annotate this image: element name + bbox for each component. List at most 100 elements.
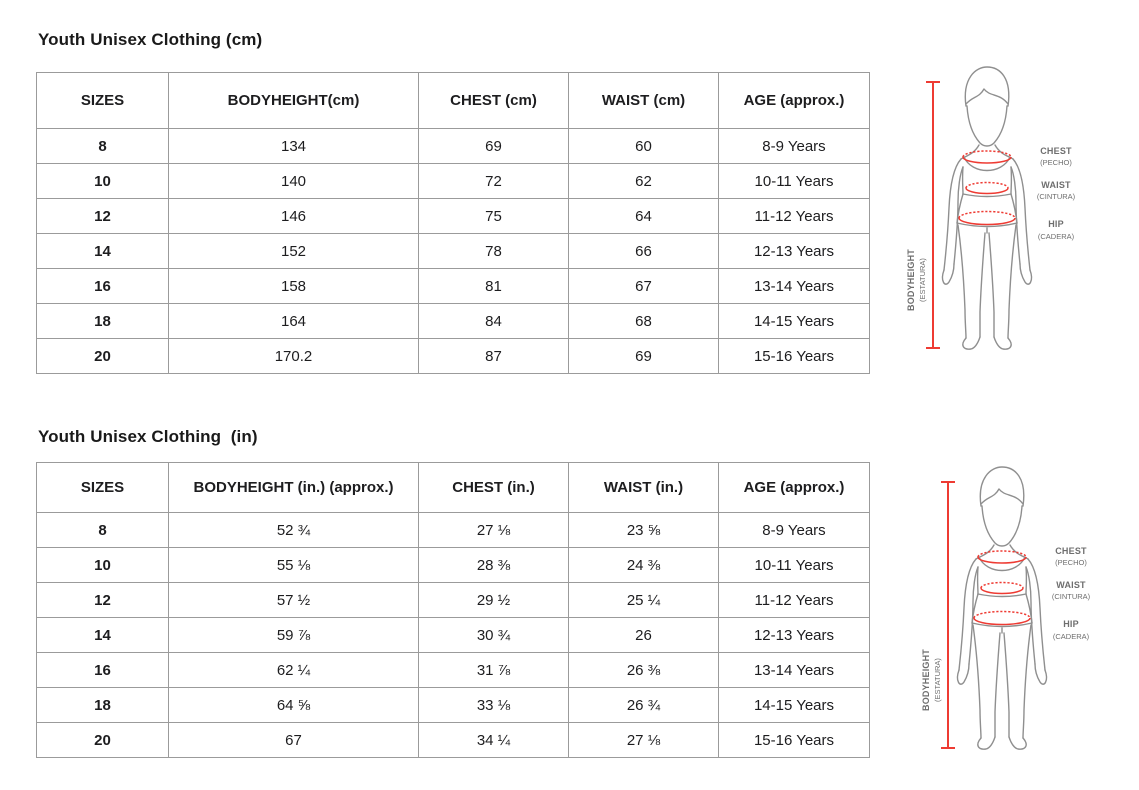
- person-outline: [956, 466, 1048, 750]
- size-table-cm: SIZES BODYHEIGHT(cm) CHEST (cm) WAIST (cm) A…: [36, 72, 870, 374]
- column-header: BODYHEIGHT(cm): [168, 72, 419, 129]
- hip-label: HIP: [1048, 219, 1064, 229]
- value-cell: 68: [568, 303, 719, 339]
- value-cell: 62 ¼: [168, 652, 419, 688]
- value-cell: 24 ⅜: [568, 547, 719, 583]
- value-cell: 8-9 Years: [718, 512, 870, 548]
- section-title-in: Youth Unisex Clothing (in): [38, 427, 258, 446]
- column-header: CHEST (cm): [418, 72, 569, 129]
- value-cell: 59 ⅞: [168, 617, 419, 653]
- waist-label: WAIST: [1041, 180, 1071, 190]
- table-row: 14 152 78 66 12-13 Years: [36, 233, 870, 269]
- value-cell: 34 ¼: [418, 722, 569, 758]
- table-row: 16 158 81 67 13-14 Years: [36, 268, 870, 304]
- value-cell: 57 ½: [168, 582, 419, 618]
- value-cell: 25 ¼: [568, 582, 719, 618]
- bodyheight-measure-line: [941, 481, 955, 749]
- value-cell: 60: [568, 128, 719, 164]
- value-cell: 30 ¾: [418, 617, 569, 653]
- table-row: 18 164 84 68 14-15 Years: [36, 303, 870, 339]
- value-cell: 11-12 Years: [718, 198, 870, 234]
- person-outline: [941, 66, 1033, 350]
- size-cell: 8: [36, 128, 169, 164]
- value-cell: 26: [568, 617, 719, 653]
- size-cell: 10: [36, 547, 169, 583]
- value-cell: 52 ¾: [168, 512, 419, 548]
- size-cell: 18: [36, 303, 169, 339]
- value-cell: 15-16 Years: [718, 338, 870, 374]
- value-cell: 158: [168, 268, 419, 304]
- value-cell: 66: [568, 233, 719, 269]
- hip-measure-ellipse: [973, 610, 1031, 626]
- value-cell: 146: [168, 198, 419, 234]
- value-cell: 62: [568, 163, 719, 199]
- size-cell: 18: [36, 687, 169, 723]
- table-row: 20 67 34 ¼ 27 ⅛ 15-16 Years: [36, 722, 870, 758]
- value-cell: 27 ⅛: [418, 512, 569, 548]
- value-cell: 84: [418, 303, 569, 339]
- hip-label: HIP: [1063, 619, 1079, 629]
- bodyheight-sublabel: (ESTATURA): [933, 658, 942, 702]
- size-cell: 12: [36, 582, 169, 618]
- table-header-row: SIZES BODYHEIGHT(cm) CHEST (cm) WAIST (cm) A…: [36, 72, 870, 129]
- chest-measure-ellipse: [977, 550, 1027, 564]
- size-cell: 16: [36, 268, 169, 304]
- hip-measure-ellipse: [958, 210, 1016, 226]
- value-cell: 64: [568, 198, 719, 234]
- table-row: 8 134 69 60 8-9 Years: [36, 128, 870, 164]
- table-row: 18 64 ⅝ 33 ⅛ 26 ¾ 14-15 Years: [36, 687, 870, 723]
- value-cell: 11-12 Years: [718, 582, 870, 618]
- chest-sublabel: (PECHO): [1055, 558, 1087, 567]
- bodyheight-label: BODYHEIGHT: [921, 649, 931, 711]
- value-cell: 14-15 Years: [718, 303, 870, 339]
- table-row: 16 62 ¼ 31 ⅞ 26 ⅜ 13-14 Years: [36, 652, 870, 688]
- table-row: 20 170.2 87 69 15-16 Years: [36, 338, 870, 374]
- table-row: 10 55 ⅛ 28 ⅜ 24 ⅜ 10-11 Years: [36, 547, 870, 583]
- value-cell: 33 ⅛: [418, 687, 569, 723]
- value-cell: 12-13 Years: [718, 233, 870, 269]
- value-cell: 10-11 Years: [718, 547, 870, 583]
- column-header: AGE (approx.): [718, 72, 870, 129]
- value-cell: 81: [418, 268, 569, 304]
- hip-sublabel: (CADERA): [1053, 632, 1090, 641]
- value-cell: 64 ⅝: [168, 687, 419, 723]
- value-cell: 13-14 Years: [718, 268, 870, 304]
- person-measurement-diagram: CHEST (PECHO) WAIST (CINTURA) HIP (CADER…: [906, 66, 1076, 350]
- table-row: 12 57 ½ 29 ½ 25 ¼ 11-12 Years: [36, 582, 870, 618]
- bodyheight-sublabel: (ESTATURA): [918, 258, 927, 302]
- value-cell: 134: [168, 128, 419, 164]
- column-header: BODYHEIGHT (in.) (approx.): [168, 462, 419, 513]
- value-cell: 69: [418, 128, 569, 164]
- size-cell: 14: [36, 617, 169, 653]
- size-cell: 14: [36, 233, 169, 269]
- value-cell: 28 ⅜: [418, 547, 569, 583]
- column-header: SIZES: [36, 72, 169, 129]
- value-cell: 67: [568, 268, 719, 304]
- waist-sublabel: (CINTURA): [1052, 592, 1091, 601]
- column-header: WAIST (cm): [568, 72, 719, 129]
- value-cell: 140: [168, 163, 419, 199]
- chest-measure-ellipse: [962, 150, 1012, 164]
- bodyheight-label: BODYHEIGHT: [906, 249, 916, 311]
- value-cell: 13-14 Years: [718, 652, 870, 688]
- table-row: 14 59 ⅞ 30 ¾ 26 12-13 Years: [36, 617, 870, 653]
- value-cell: 164: [168, 303, 419, 339]
- chest-sublabel: (PECHO): [1040, 158, 1072, 167]
- value-cell: 8-9 Years: [718, 128, 870, 164]
- measurement-figure-cm: CHEST (PECHO) WAIST (CINTURA) HIP (CADER…: [900, 62, 1139, 362]
- chest-label: CHEST: [1055, 546, 1087, 556]
- value-cell: 29 ½: [418, 582, 569, 618]
- value-cell: 12-13 Years: [718, 617, 870, 653]
- size-cell: 12: [36, 198, 169, 234]
- size-cell: 10: [36, 163, 169, 199]
- column-header: AGE (approx.): [718, 462, 870, 513]
- column-header: SIZES: [36, 462, 169, 513]
- size-table-in: SIZES BODYHEIGHT (in.) (approx.) CHEST (in…: [36, 462, 870, 758]
- table-row: 10 140 72 62 10-11 Years: [36, 163, 870, 199]
- waist-label: WAIST: [1056, 580, 1086, 590]
- size-cell: 16: [36, 652, 169, 688]
- value-cell: 26 ¾: [568, 687, 719, 723]
- person-measurement-diagram: CHEST (PECHO) WAIST (CINTURA) HIP (CADER…: [921, 466, 1091, 750]
- value-cell: 55 ⅛: [168, 547, 419, 583]
